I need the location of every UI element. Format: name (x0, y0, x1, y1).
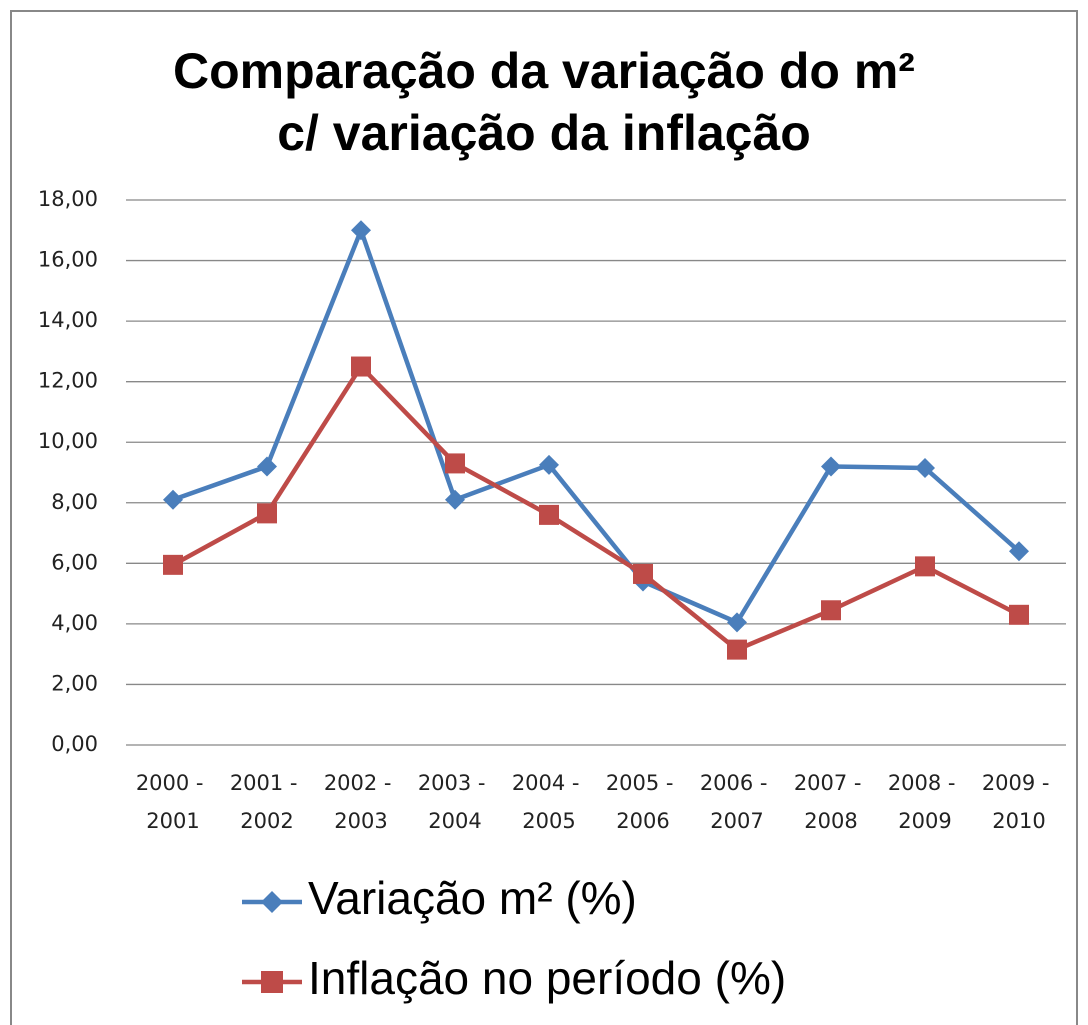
x-tick-label: 2004 - 2005 (512, 771, 586, 833)
marker (821, 456, 841, 477)
series-line (171, 364, 1021, 652)
marker (1009, 541, 1029, 562)
x-tick-label: 2000 - 2001 (136, 771, 210, 833)
y-tick-label: 6,00 (51, 550, 98, 574)
marker (163, 554, 183, 575)
marker (915, 457, 935, 478)
marker (539, 454, 559, 475)
x-tick-label: 2007 - 2008 (794, 771, 868, 833)
marker (445, 489, 465, 510)
x-tick-label: 2009 - 2010 (982, 771, 1056, 833)
legend-label: Inflação no período (%) (308, 952, 786, 1004)
marker (727, 612, 747, 633)
y-tick-label: 18,00 (38, 187, 98, 211)
chart-title: c/ variação da inflação (277, 105, 811, 161)
x-tick-label: 2005 - 2006 (606, 771, 680, 833)
marker (163, 489, 183, 510)
y-tick-label: 8,00 (51, 490, 98, 514)
marker (1009, 604, 1029, 625)
marker (445, 453, 465, 474)
x-tick-label: 2006 - 2007 (700, 771, 774, 833)
y-tick-label: 0,00 (51, 732, 98, 756)
marker (351, 220, 371, 241)
marker (727, 639, 747, 660)
x-tick-label: 2003 - 2004 (418, 771, 492, 833)
marker (257, 503, 277, 524)
x-tick-label: 2008 - 2009 (888, 771, 962, 833)
legend-marker (261, 971, 283, 993)
series-line (172, 228, 1021, 625)
legend-marker (261, 891, 283, 913)
y-tick-label: 2,00 (51, 671, 98, 695)
x-tick-label: 2001 - 2002 (230, 771, 304, 833)
marker (257, 456, 277, 477)
y-tick-label: 10,00 (38, 429, 98, 453)
y-tick-label: 12,00 (38, 369, 98, 393)
marker (351, 356, 371, 377)
legend-label: Variação m² (%) (308, 872, 637, 924)
marker (633, 563, 653, 584)
marker (539, 504, 559, 525)
marker (821, 600, 841, 621)
chart-title: Comparação da variação do m² (173, 43, 915, 99)
marker (915, 556, 935, 577)
y-tick-label: 16,00 (38, 248, 98, 272)
y-tick-label: 14,00 (38, 308, 98, 332)
y-tick-label: 4,00 (51, 611, 98, 635)
x-tick-label: 2002 - 2003 (324, 771, 398, 833)
